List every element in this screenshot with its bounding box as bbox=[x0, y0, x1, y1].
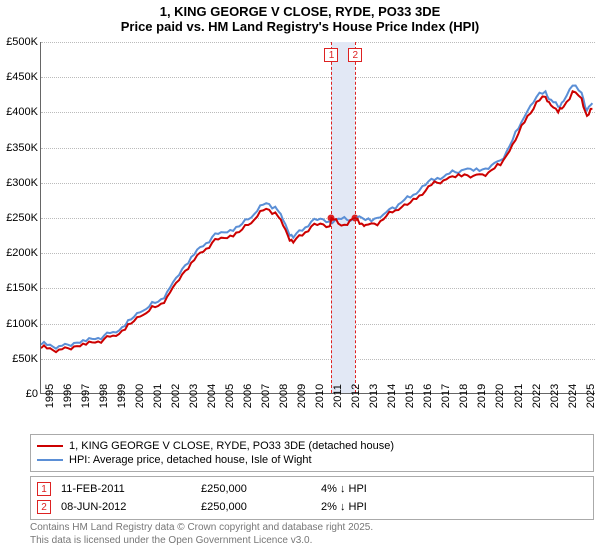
y-tick-label: £400K bbox=[0, 106, 38, 118]
x-tick-label: 2008 bbox=[278, 384, 290, 408]
x-tick-label: 2003 bbox=[188, 384, 200, 408]
y-tick-label: £350K bbox=[0, 142, 38, 154]
legend-row: HPI: Average price, detached house, Isle… bbox=[37, 453, 587, 467]
sale-delta: 4% ↓ HPI bbox=[321, 483, 587, 495]
x-tick-label: 1995 bbox=[44, 384, 56, 408]
x-tick-label: 1998 bbox=[98, 384, 110, 408]
x-tick-label: 1999 bbox=[116, 384, 128, 408]
y-tick-label: £450K bbox=[0, 71, 38, 83]
gridline bbox=[41, 42, 595, 43]
y-tick-label: £50K bbox=[0, 353, 38, 365]
sales-table: 1 11-FEB-2011 £250,000 4% ↓ HPI 2 08-JUN-2012… bbox=[30, 476, 594, 520]
x-tick-label: 2002 bbox=[170, 384, 182, 408]
x-tick-label: 2021 bbox=[513, 384, 525, 408]
x-tick-label: 2006 bbox=[242, 384, 254, 408]
gridline bbox=[41, 288, 595, 289]
x-tick-label: 2009 bbox=[296, 384, 308, 408]
x-tick-label: 2000 bbox=[134, 384, 146, 408]
legend-swatch bbox=[37, 445, 63, 447]
x-tick-label: 2007 bbox=[260, 384, 272, 408]
series-property bbox=[41, 91, 592, 352]
x-tick-label: 2013 bbox=[368, 384, 380, 408]
footer-line-2: This data is licensed under the Open Gov… bbox=[30, 535, 594, 548]
gridline bbox=[41, 112, 595, 113]
sale-delta: 2% ↓ HPI bbox=[321, 501, 587, 513]
y-tick-label: £200K bbox=[0, 247, 38, 259]
y-tick-label: £150K bbox=[0, 282, 38, 294]
legend: 1, KING GEORGE V CLOSE, RYDE, PO33 3DE (… bbox=[30, 434, 594, 472]
sale-marker-label: 2 bbox=[348, 48, 362, 62]
title-line-1: 1, KING GEORGE V CLOSE, RYDE, PO33 3DE bbox=[0, 4, 600, 19]
sales-row: 1 11-FEB-2011 £250,000 4% ↓ HPI bbox=[31, 480, 593, 498]
sale-date: 11-FEB-2011 bbox=[61, 483, 191, 495]
y-tick-label: £300K bbox=[0, 177, 38, 189]
x-tick-label: 2019 bbox=[476, 384, 488, 408]
sale-date: 08-JUN-2012 bbox=[61, 501, 191, 513]
y-tick-label: £0 bbox=[0, 388, 38, 400]
x-tick-label: 2024 bbox=[567, 384, 579, 408]
x-tick-label: 2001 bbox=[152, 384, 164, 408]
sale-dot bbox=[352, 215, 359, 222]
x-tick-label: 2018 bbox=[458, 384, 470, 408]
x-tick-label: 2011 bbox=[332, 384, 344, 408]
x-tick-label: 2025 bbox=[585, 384, 597, 408]
sale-number: 2 bbox=[37, 500, 51, 514]
x-tick-label: 2023 bbox=[549, 384, 561, 408]
x-tick-label: 1996 bbox=[62, 384, 74, 408]
x-tick-label: 2014 bbox=[386, 384, 398, 408]
sale-marker-label: 1 bbox=[324, 48, 338, 62]
x-tick-label: 2005 bbox=[224, 384, 236, 408]
y-tick-label: £500K bbox=[0, 36, 38, 48]
legend-label: 1, KING GEORGE V CLOSE, RYDE, PO33 3DE (… bbox=[69, 440, 394, 452]
x-tick-label: 2022 bbox=[531, 384, 543, 408]
gridline bbox=[41, 324, 595, 325]
legend-row: 1, KING GEORGE V CLOSE, RYDE, PO33 3DE (… bbox=[37, 439, 587, 453]
sale-price: £250,000 bbox=[201, 501, 311, 513]
x-tick-label: 2015 bbox=[404, 384, 416, 408]
y-tick-label: £100K bbox=[0, 318, 38, 330]
chart-title-block: 1, KING GEORGE V CLOSE, RYDE, PO33 3DE P… bbox=[0, 0, 600, 34]
x-tick-label: 2020 bbox=[494, 384, 506, 408]
x-tick-label: 1997 bbox=[80, 384, 92, 408]
sale-number: 1 bbox=[37, 482, 51, 496]
sale-price: £250,000 bbox=[201, 483, 311, 495]
title-line-2: Price paid vs. HM Land Registry's House … bbox=[0, 19, 600, 34]
footer-line-1: Contains HM Land Registry data © Crown c… bbox=[30, 522, 594, 535]
gridline bbox=[41, 359, 595, 360]
gridline bbox=[41, 183, 595, 184]
x-tick-label: 2012 bbox=[350, 384, 362, 408]
chart-container: 12 £0 £50K £100K £150K £200K £250K £300K £350K £… bbox=[0, 34, 600, 434]
x-tick-label: 2010 bbox=[314, 384, 326, 408]
sale-dot bbox=[328, 215, 335, 222]
x-tick-label: 2017 bbox=[440, 384, 452, 408]
footer-attribution: Contains HM Land Registry data © Crown c… bbox=[30, 522, 594, 547]
x-tick-label: 2004 bbox=[206, 384, 218, 408]
gridline bbox=[41, 218, 595, 219]
gridline bbox=[41, 253, 595, 254]
y-tick-label: £250K bbox=[0, 212, 38, 224]
gridline bbox=[41, 148, 595, 149]
gridline bbox=[41, 77, 595, 78]
plot-area: 12 bbox=[40, 42, 595, 394]
x-tick-label: 2016 bbox=[422, 384, 434, 408]
legend-swatch bbox=[37, 459, 63, 461]
legend-label: HPI: Average price, detached house, Isle… bbox=[69, 454, 312, 466]
sales-row: 2 08-JUN-2012 £250,000 2% ↓ HPI bbox=[31, 498, 593, 516]
